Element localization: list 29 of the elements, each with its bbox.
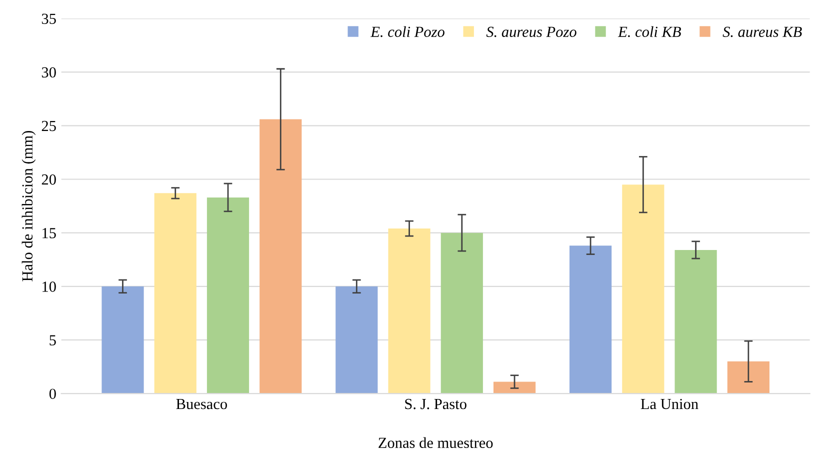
legend-label: S. aureus KB: [722, 26, 802, 38]
bar: [440, 232, 483, 394]
x-tick-label: S. J. Pasto: [405, 398, 466, 410]
legend-label: S. aureus Pozo: [486, 26, 576, 38]
bar: [493, 382, 536, 394]
x-tick-label: Buesaco: [176, 399, 227, 410]
x-tick-label: La Union: [640, 398, 698, 410]
bar: [727, 361, 770, 394]
legend-label: E. coli KB: [618, 26, 681, 38]
x-axis-title: Zonas de muestreo: [378, 437, 493, 448]
y-tick-label: 20: [42, 174, 56, 185]
bar: [622, 184, 664, 394]
y-tick-label: 35: [42, 14, 56, 24]
bar: [674, 250, 717, 394]
y-tick-label: 15: [42, 228, 56, 238]
y-tick-label: 30: [42, 67, 56, 78]
legend-label: E. coli Pozo: [370, 26, 444, 38]
bar: [388, 228, 430, 394]
bar: [154, 193, 196, 394]
y-tick-label: 0: [49, 388, 56, 399]
y-tick-label: 25: [42, 120, 56, 132]
bar: [206, 197, 250, 394]
bar: [102, 286, 144, 394]
y-tick-label: 10: [42, 282, 56, 292]
bar: [260, 119, 302, 394]
bar: [569, 246, 612, 394]
y-axis-title: Halo de inhibicion (mm): [22, 130, 36, 282]
y-tick-label: 5: [50, 335, 56, 346]
bar: [336, 286, 378, 394]
